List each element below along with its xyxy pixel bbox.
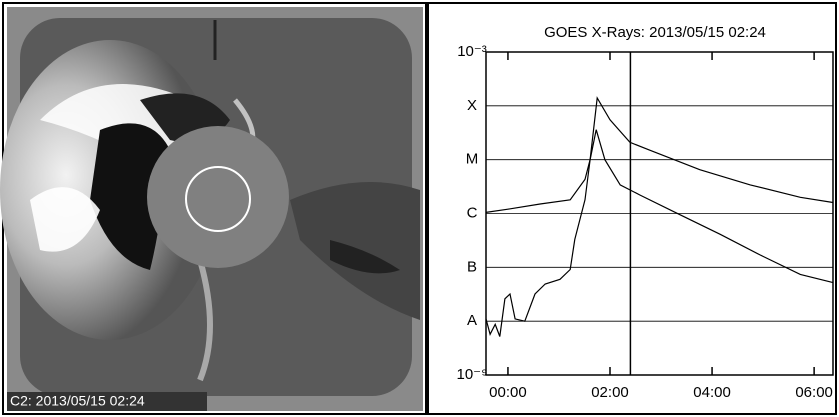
y-tick-label: 10⁻⁹ [456, 366, 487, 383]
image-caption: C2: 2013/05/15 02:24 [10, 393, 145, 409]
x-tick-label: 04:00 [693, 384, 731, 401]
y-tick-label: B [467, 258, 477, 275]
y-tick-label: M [466, 151, 479, 168]
y-tick-label: C [467, 204, 478, 221]
x-tick-label: 02:00 [591, 384, 629, 401]
x-tick-label: 06:00 [795, 384, 833, 401]
y-tick-label: X [467, 97, 477, 114]
chart-title: GOES X-Rays: 2013/05/15 02:24 [544, 24, 766, 41]
y-tick-label: A [467, 312, 477, 329]
screen: C2: 2013/05/15 02:24 GOES X-Rays: 2013/0… [0, 0, 839, 417]
y-tick-label: 10⁻³ [457, 43, 487, 60]
coronagraph-image [0, 7, 423, 411]
x-tick-label: 00:00 [489, 384, 527, 401]
chart-frame [428, 3, 836, 414]
